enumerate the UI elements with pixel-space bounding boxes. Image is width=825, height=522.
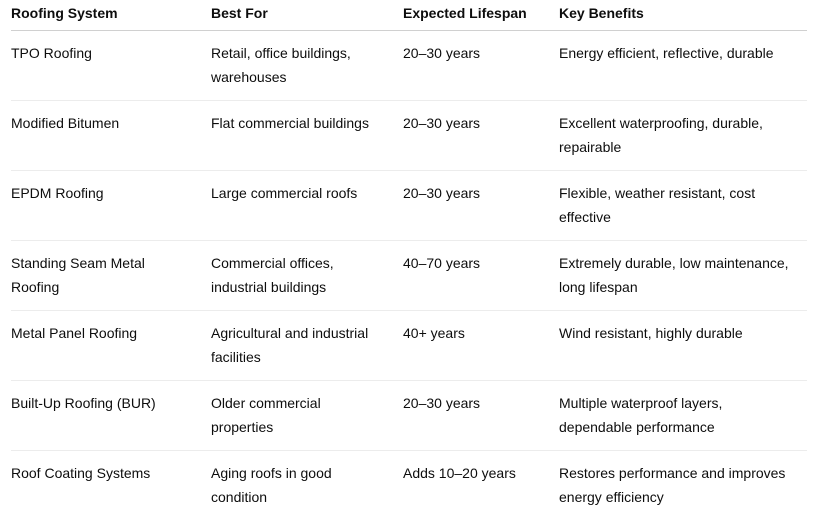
- table-cell: Flat commercial buildings: [211, 100, 403, 171]
- header-row: Roofing System Best For Expected Lifespan K…: [11, 0, 807, 31]
- table-row: Modified Bitumen Flat commercial building…: [11, 100, 807, 171]
- table-cell: Agricultural and industrial facilities: [211, 310, 403, 381]
- table-row: EPDM Roofing Large commercial roofs 20–30 …: [11, 170, 807, 241]
- table-cell: Adds 10–20 years: [403, 465, 516, 481]
- column-header: Key Benefits: [559, 0, 807, 31]
- table-cell: Excellent waterproofing, durable, repair…: [559, 100, 807, 171]
- column-header: Expected Lifespan: [403, 0, 559, 31]
- table-cell: 20–30 years: [403, 170, 559, 241]
- table-row: Built-Up Roofing (BUR) Older commercial p…: [11, 380, 807, 451]
- table-cell: Restores performance and improves energy…: [559, 465, 786, 505]
- table-cell: Older commercial properties: [211, 380, 403, 451]
- table-cell: Energy efficient, reflective, durable: [559, 30, 807, 101]
- table-cell: Flexible, weather resistant, cost effect…: [559, 170, 807, 241]
- table-row: Standing Seam Metal Roofing Commercial of…: [11, 240, 807, 311]
- table-cell: Metal Panel Roofing: [11, 310, 211, 381]
- table-cell: 20–30 years: [403, 30, 559, 101]
- table-cell: 40+ years: [403, 310, 559, 381]
- table-cell: 20–30 years: [403, 100, 559, 171]
- table-cell: Retail, office buildings, warehouses: [211, 30, 403, 101]
- table-cell: Wind resistant, highly durable: [559, 310, 807, 381]
- column-header: Roofing System: [11, 0, 211, 31]
- table-cell: EPDM Roofing: [11, 170, 211, 241]
- table-cell: 40–70 years: [403, 240, 559, 311]
- table-row: Roof Coating Systems Aging roofs in good …: [11, 451, 807, 521]
- table-cell: Aging roofs in good condition: [211, 465, 332, 505]
- table-cell: Standing Seam Metal Roofing: [11, 240, 211, 311]
- table-cell: Roof Coating Systems: [11, 465, 151, 481]
- table-cell: Multiple waterproof layers, dependable p…: [559, 380, 807, 451]
- table-cell: Modified Bitumen: [11, 100, 211, 171]
- table-cell: Extremely durable, low maintenance, long…: [559, 240, 807, 311]
- table-cell: Built-Up Roofing (BUR): [11, 380, 211, 451]
- column-header: Best For: [211, 0, 403, 31]
- table-cell: TPO Roofing: [11, 30, 211, 101]
- table-cell: Large commercial roofs: [211, 170, 403, 241]
- roofing-table: Roofing System Best For Expected Lifespan K…: [11, 0, 807, 520]
- table-cell: 20–30 years: [403, 380, 559, 451]
- table-row: TPO Roofing Retail, office buildings, war…: [11, 30, 807, 101]
- table-row: Metal Panel Roofing Agricultural and indu…: [11, 310, 807, 381]
- table-cell: Commercial offices, industrial buildings: [211, 240, 403, 311]
